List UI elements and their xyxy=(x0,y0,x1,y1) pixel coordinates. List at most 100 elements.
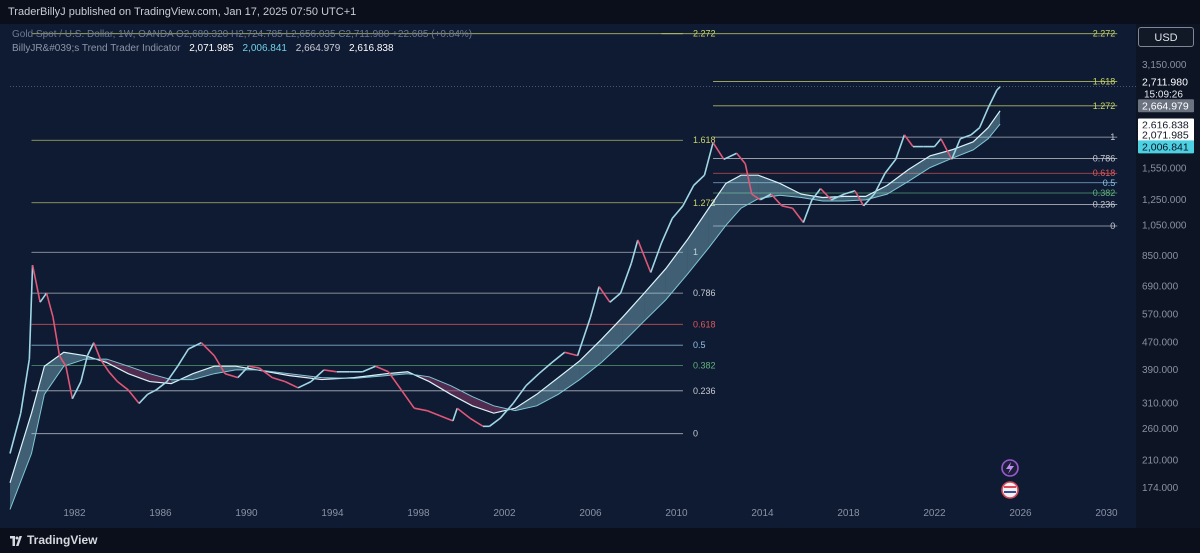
price-segment xyxy=(598,286,611,303)
price-segment xyxy=(736,152,746,165)
ribbon-segment xyxy=(865,185,888,200)
x-tick-label: 2002 xyxy=(493,508,516,519)
ribbon-segment xyxy=(450,385,473,406)
indicator-value-2: 2,006.841 xyxy=(242,43,287,54)
price-segment xyxy=(258,367,273,379)
price-segment xyxy=(781,205,793,210)
price-segment xyxy=(987,89,998,109)
price-series xyxy=(9,86,1001,454)
y-tick-label: 260.000 xyxy=(1142,424,1179,435)
indicator-value-3: 2,664.979 xyxy=(295,43,341,54)
price-segment xyxy=(452,407,458,422)
y-tick-label: 390.000 xyxy=(1142,365,1179,376)
x-tick-label: 2018 xyxy=(837,508,860,519)
ribbon-segment xyxy=(31,366,45,454)
ribbon-segment xyxy=(887,169,909,195)
price-label-value: 2,711.980 xyxy=(1142,77,1188,89)
price-segment xyxy=(19,358,31,414)
y-tick-label: 470.000 xyxy=(1142,338,1179,349)
chart-area[interactable] xyxy=(0,24,1136,528)
time-axis[interactable]: 1982 1986 1990 1994 1998 2002 2006 2010 2014 2018… xyxy=(63,508,1118,519)
ribbon-segment xyxy=(536,377,559,406)
tradingview-brand[interactable]: TradingView xyxy=(27,533,98,547)
indicator-name: BillyJR&#039;s Trend Trader Indicator xyxy=(12,43,181,54)
y-tick-label: 690.000 xyxy=(1142,282,1179,293)
price-segment xyxy=(439,414,454,422)
price-segment xyxy=(117,380,129,391)
y-tick-label: 174.000 xyxy=(1142,483,1179,494)
price-axis-labels: 2,711.98015:09:262,664.9792,616.8382,071… xyxy=(1138,75,1194,154)
price-segment xyxy=(619,262,633,294)
price-segment xyxy=(703,142,714,176)
publish-info-bar: TraderBillyJ published on TradingView.co… xyxy=(0,0,1200,24)
price-segment xyxy=(426,409,441,417)
price-label-box xyxy=(1138,128,1194,142)
ribbon-segment xyxy=(908,155,931,182)
price-segment xyxy=(970,126,981,136)
price-segment xyxy=(744,163,753,195)
price-segment xyxy=(248,365,260,369)
ribbon-segment xyxy=(973,127,989,150)
price-segment xyxy=(811,188,822,201)
ribbon-segment xyxy=(106,359,129,374)
price-segment xyxy=(819,188,832,201)
fib-level-label: 0.786 xyxy=(1093,153,1116,163)
ribbon-segment xyxy=(708,183,726,248)
fib-level-label: 0 xyxy=(693,429,698,439)
indicator-legend[interactable]: BillyJR&#039;s Trend Trader Indicator 2,… xyxy=(12,43,400,54)
lightning-glyph-icon xyxy=(1006,462,1014,474)
price-chart[interactable]: 3,750.0003,150.0001,550.0001,250.0001,05… xyxy=(0,0,1200,528)
price-segment xyxy=(589,286,600,318)
currency-button[interactable]: USD xyxy=(1138,27,1194,47)
price-segment xyxy=(751,193,761,201)
fib-level-label: 0.5 xyxy=(1103,178,1116,188)
price-segment xyxy=(177,348,190,367)
price-segment xyxy=(52,316,61,356)
price-segment xyxy=(873,172,886,195)
y-tick-label: 310.000 xyxy=(1142,398,1179,409)
fib-level-label: 1 xyxy=(1110,132,1115,142)
flag-stripe-icon xyxy=(1004,491,1016,493)
price-segment xyxy=(224,372,239,379)
ribbon-fast-line xyxy=(9,110,1001,483)
ribbon-segment xyxy=(801,194,823,202)
fib-level-label: 1.618 xyxy=(1093,77,1116,87)
price-segment xyxy=(65,366,74,399)
price-segment xyxy=(660,218,673,244)
ribbon-segment xyxy=(63,352,86,367)
price-segment xyxy=(499,402,514,419)
chart-event-icons[interactable] xyxy=(1001,459,1019,499)
price-segment xyxy=(884,158,897,174)
price-segment xyxy=(978,107,989,128)
price-label-box xyxy=(1138,140,1194,154)
price-segment xyxy=(362,365,376,373)
price-segment xyxy=(759,193,772,201)
price-segment xyxy=(960,134,972,140)
ribbon-segment xyxy=(579,339,602,380)
ribbon-segment xyxy=(951,141,974,159)
price-segment xyxy=(682,185,695,207)
price-segment xyxy=(400,389,415,409)
symbol-ohlc-legend[interactable]: Gold Spot / U.S. Dollar, 1W, OANDA O2,68… xyxy=(12,29,473,40)
countdown-label: 15:09:26 xyxy=(1144,90,1183,101)
price-segment xyxy=(671,205,684,220)
fib-level-label: 0.786 xyxy=(693,288,716,298)
ribbon-segment xyxy=(622,293,645,343)
price-segment xyxy=(469,417,484,428)
price-segment xyxy=(127,389,140,404)
us-flag-event-icon[interactable] xyxy=(1001,481,1019,499)
price-segment xyxy=(108,371,119,383)
ribbon-segment xyxy=(665,239,688,300)
ribbon-segment xyxy=(758,175,780,199)
fib-level-label: 1 xyxy=(693,247,698,257)
price-segment xyxy=(188,341,202,350)
price-segment xyxy=(830,193,845,201)
price-segment xyxy=(45,292,54,318)
price-segment xyxy=(213,355,226,375)
price-segment xyxy=(525,373,540,387)
price-segment xyxy=(637,239,652,273)
ribbon-segment xyxy=(725,175,741,226)
fib-level-label: 0.382 xyxy=(693,360,716,370)
ribbon-segment xyxy=(741,175,759,209)
